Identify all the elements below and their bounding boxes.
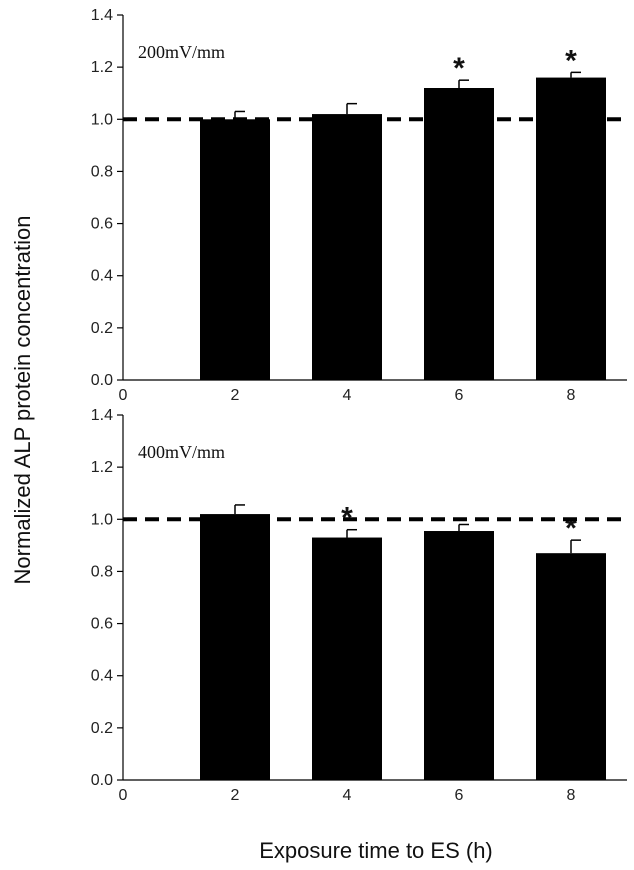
bar <box>312 114 382 381</box>
y-tick-label: 0.2 <box>91 320 113 337</box>
panel-label: 200mV/mm <box>138 42 225 62</box>
bar <box>312 537 382 780</box>
y-tick-label: 0.6 <box>91 216 113 233</box>
x-tick-label: 4 <box>343 387 352 404</box>
bar <box>200 514 270 780</box>
x-tick-label: 4 <box>343 787 352 804</box>
y-tick-label: 0.8 <box>91 563 113 580</box>
y-tick-label: 1.4 <box>91 407 113 424</box>
y-tick-label: 0.4 <box>91 668 113 685</box>
y-tick-label: 0.4 <box>91 268 113 285</box>
y-tick-label: 0.2 <box>91 720 113 737</box>
x-tick-label: 0 <box>119 387 128 404</box>
significance-marker: * <box>453 52 465 85</box>
x-tick-label: 6 <box>455 787 464 804</box>
bar <box>424 88 494 380</box>
x-axis-title: Exposure time to ES (h) <box>259 838 493 863</box>
significance-marker: * <box>565 44 577 77</box>
y-axis-title: Normalized ALP protein concentration <box>10 216 35 585</box>
significance-marker: * <box>565 512 577 545</box>
y-tick-label: 1.0 <box>91 111 113 128</box>
y-tick-label: 1.2 <box>91 459 113 476</box>
panel-1: 0.0 0.2 0.4 0.6 0.8 1.0 1.2 1.4 0 2 4 6 8 * * 200mV/mm <box>91 7 627 404</box>
panel-label: 400mV/mm <box>138 442 225 462</box>
x-tick-label: 2 <box>231 387 240 404</box>
bar <box>424 531 494 780</box>
y-tick-label: 1.0 <box>91 511 113 528</box>
x-tick-label: 2 <box>231 787 240 804</box>
x-tick-label: 8 <box>567 787 576 804</box>
y-tick-label: 0.0 <box>91 372 113 389</box>
bar <box>536 553 606 780</box>
bar <box>536 77 606 381</box>
y-tick-label: 0.6 <box>91 616 113 633</box>
y-tick-label: 0.8 <box>91 163 113 180</box>
y-tick-label: 1.4 <box>91 7 113 24</box>
bar <box>200 119 270 381</box>
y-tick-label: 0.0 <box>91 772 113 789</box>
x-tick-label: 0 <box>119 787 128 804</box>
x-tick-label: 8 <box>567 387 576 404</box>
x-tick-label: 6 <box>455 387 464 404</box>
y-tick-label: 1.2 <box>91 59 113 76</box>
